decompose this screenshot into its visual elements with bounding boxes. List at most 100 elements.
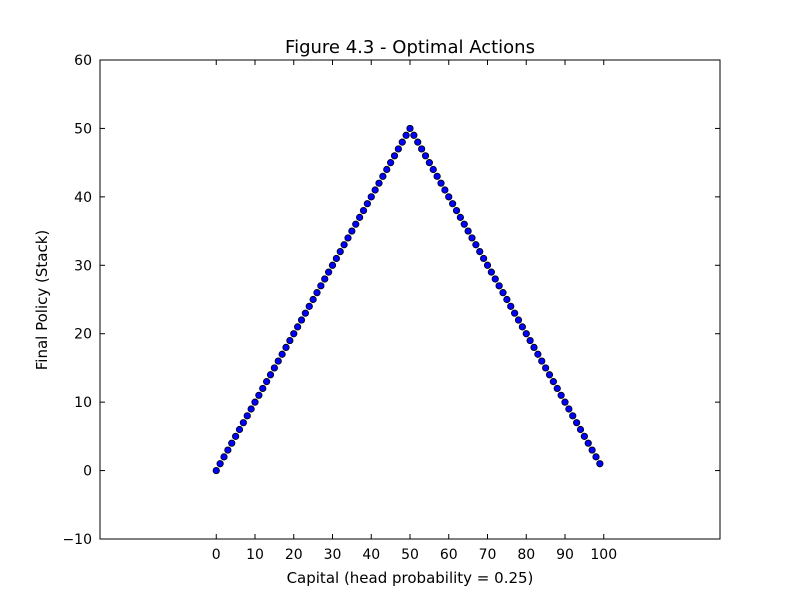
x-tick-label: 90: [556, 547, 574, 563]
chart-title: Figure 4.3 - Optimal Actions: [285, 37, 535, 58]
data-point: [433, 172, 441, 180]
data-point: [270, 364, 278, 372]
data-point: [336, 248, 344, 256]
data-point: [480, 254, 488, 263]
data-point: [274, 357, 282, 365]
data-point: [483, 261, 492, 269]
data-point: [220, 453, 228, 461]
data-point: [445, 193, 453, 201]
x-tick-label: 80: [517, 547, 535, 563]
data-point: [321, 275, 329, 283]
data-point: [305, 302, 313, 310]
data-point: [487, 268, 495, 276]
data-point: [588, 446, 596, 454]
data-point: [328, 261, 337, 269]
data-point: [371, 186, 379, 194]
data-point: [235, 425, 244, 434]
data-point: [429, 165, 437, 174]
data-point: [390, 152, 399, 160]
data-point: [580, 432, 588, 440]
x-tick-label: 10: [246, 547, 264, 563]
data-point: [534, 350, 542, 358]
y-tick-label: 10: [74, 395, 92, 411]
y-tick-label: 20: [74, 327, 92, 343]
data-point: [406, 124, 414, 133]
data-point: [212, 466, 220, 475]
data-point: [452, 206, 461, 215]
y-tick-label: 0: [83, 464, 92, 480]
data-point: [538, 357, 546, 365]
data-point: [495, 282, 503, 290]
data-point: [278, 350, 286, 358]
data-point: [472, 241, 480, 249]
data-point: [232, 432, 240, 440]
data-point: [263, 378, 271, 386]
data-point: [522, 330, 530, 338]
x-tick-label: 50: [401, 547, 419, 563]
x-axis-title: Capital (head probability = 0.25): [287, 569, 534, 587]
data-point: [379, 172, 387, 180]
data-point: [359, 206, 368, 215]
data-point: [545, 371, 554, 379]
data-point: [394, 145, 402, 153]
data-point: [449, 200, 457, 208]
data-point: [576, 425, 585, 434]
data-point: [565, 405, 573, 413]
data-point: [309, 295, 317, 304]
data-point: [410, 131, 418, 139]
data-point: [402, 131, 410, 139]
data-point: [491, 275, 499, 283]
data-point: [243, 412, 251, 420]
x-tick-label: 40: [362, 547, 380, 563]
x-tick-label: 0: [212, 547, 221, 563]
data-point: [301, 309, 309, 317]
x-tick-label: 70: [479, 547, 497, 563]
y-tick-label: 40: [74, 190, 92, 206]
data-point: [584, 439, 592, 447]
y-tick-label: −10: [62, 532, 92, 548]
data-point: [398, 138, 406, 146]
y-tick-label: 50: [74, 121, 92, 137]
y-tick-label: 30: [74, 258, 92, 274]
data-point: [414, 138, 422, 146]
data-point: [313, 289, 321, 297]
data-point: [503, 295, 511, 304]
data-point: [549, 378, 557, 386]
data-point: [239, 419, 247, 427]
data-point: [259, 384, 267, 393]
y-axis-ticks: −10 0 10 20 30 40 50 60: [62, 53, 720, 548]
data-point: [317, 282, 325, 290]
data-point: [542, 364, 550, 372]
data-point: [228, 439, 236, 447]
data-point: [561, 398, 569, 406]
data-point: [352, 220, 360, 228]
data-point: [247, 405, 255, 413]
data-point: [340, 241, 348, 249]
data-point: [251, 398, 259, 406]
x-axis-ticks: 0 10 20 30 40 50 60 70 80 90 100: [212, 60, 617, 563]
data-point: [224, 446, 232, 454]
data-point: [282, 343, 290, 351]
data-point: [468, 234, 476, 242]
data-point: [332, 254, 340, 263]
data-point: [596, 460, 604, 468]
data-point: [348, 227, 356, 235]
data-point: [526, 336, 534, 345]
data-point: [425, 159, 433, 167]
data-point: [530, 343, 538, 351]
data-point: [297, 316, 306, 324]
data-point: [511, 309, 519, 317]
data-point: [441, 186, 449, 194]
data-point: [464, 227, 472, 235]
data-point: [553, 384, 561, 393]
data-point: [286, 336, 294, 345]
data-point: [514, 316, 523, 324]
data-point: [456, 213, 464, 221]
y-axis-title: Final Policy (Stack): [33, 230, 51, 371]
data-point: [518, 323, 526, 331]
data-point: [266, 371, 275, 379]
x-tick-label: 30: [324, 547, 342, 563]
data-point: [418, 145, 426, 153]
data-point: [460, 220, 468, 228]
